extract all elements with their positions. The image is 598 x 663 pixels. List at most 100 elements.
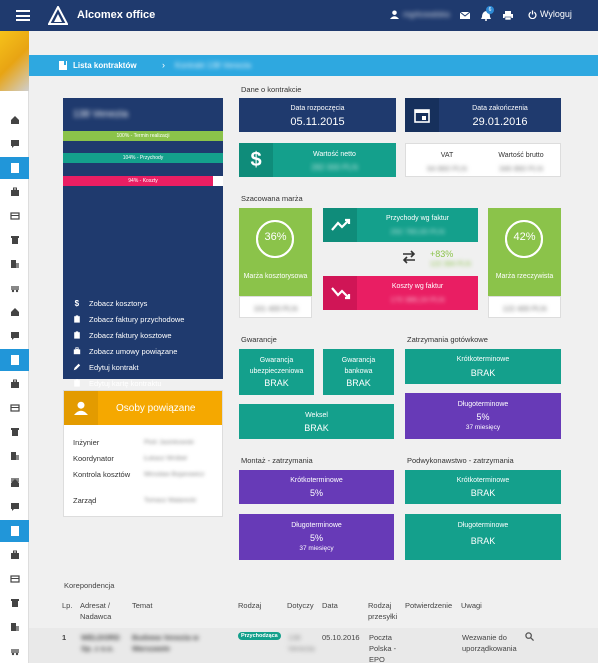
person-name[interactable]: Łukasz Wróbel: [144, 455, 187, 462]
breadcrumb-separator-icon: ›: [162, 60, 165, 70]
table-header-cell[interactable]: Adresat / Nadawca: [80, 601, 112, 621]
subcontract-short-title: Krótkoterminowe: [456, 477, 510, 484]
progress-bar: 104% - Przychody: [63, 153, 223, 163]
project-menu-item[interactable]: Zobacz faktury przychodowe: [73, 313, 184, 325]
notification-badge: 6: [486, 6, 494, 14]
sidebar-item-truck[interactable]: [0, 277, 29, 299]
sidebar-item-archive[interactable]: [0, 229, 29, 251]
sidebar-item-card[interactable]: [0, 397, 29, 419]
home-icon: [10, 479, 19, 487]
menu-icon[interactable]: [16, 10, 30, 21]
end-date-value: 29.01.2016: [472, 116, 528, 128]
bill-card: Weksel BRAK: [239, 404, 394, 439]
person-name[interactable]: Piotr Jasinkowski: [144, 439, 194, 446]
building-icon: [10, 623, 19, 631]
search-icon[interactable]: [525, 632, 534, 641]
income-label: Przychody wg faktur: [385, 215, 450, 222]
sidebar-item-book[interactable]: [0, 349, 29, 371]
cost-margin-caption: Marża kosztorysowa: [243, 273, 308, 280]
cost-margin-value-box: 101 400 PLN: [239, 296, 312, 318]
print-icon[interactable]: [502, 10, 514, 21]
truck-icon: [10, 649, 19, 656]
sidebar-item-briefcase[interactable]: [0, 181, 29, 203]
sidebar-item-book[interactable]: [0, 157, 29, 179]
sidebar-item-book[interactable]: [0, 520, 29, 542]
archive-icon: [10, 599, 19, 607]
chat-icon: [10, 140, 19, 148]
project-menu-item[interactable]: Zobacz umowy powiązane: [73, 345, 177, 357]
cost-margin-value: 101 400 PLN: [253, 304, 298, 313]
project-menu-item[interactable]: Edytuj kartę kontraktu: [73, 377, 162, 389]
user-icon: [390, 10, 399, 19]
real-margin-percent: 42%: [513, 231, 536, 243]
sidebar-item-briefcase[interactable]: [0, 544, 29, 566]
person-name[interactable]: Tomasz Malarecki: [144, 497, 197, 504]
sidebar-item-chat[interactable]: [0, 325, 29, 347]
card-icon: [9, 404, 20, 412]
assembly-short-title: Krótkoterminowe: [290, 477, 343, 484]
project-menu-item[interactable]: Zobacz faktury kosztowe: [73, 329, 172, 341]
margin-diff-value: 122 394 PLN: [430, 261, 471, 268]
brand-name: Alcomex office: [77, 9, 156, 21]
sidebar-item-briefcase[interactable]: [0, 373, 29, 395]
sidebar-item-archive[interactable]: [0, 592, 29, 614]
project-menu-item[interactable]: $ Zobacz kosztorys: [73, 297, 148, 309]
table-header-cell[interactable]: Uwagi: [461, 601, 482, 610]
clipboard-icon: [74, 379, 80, 387]
subcontract-title: Podwykonawstwo - zatrzymania: [407, 456, 514, 465]
project-menu-label: Zobacz faktury przychodowe: [89, 314, 185, 324]
sidebar-item-card[interactable]: [0, 205, 29, 227]
assembly-long-months: 37 miesięcy: [299, 545, 334, 552]
person-role: Zarząd: [73, 496, 97, 505]
sidebar-item-home[interactable]: [0, 109, 29, 131]
clipboard-icon: [74, 315, 80, 323]
sidebar-item-truck[interactable]: [0, 640, 29, 662]
related-people-title: Osoby powiązane: [116, 403, 196, 414]
progress-fill: [63, 131, 223, 141]
cash-short-card: Krótkoterminowe BRAK: [405, 349, 561, 384]
table-header-cell[interactable]: Data: [322, 601, 338, 610]
table-header-cell[interactable]: Rodzaj: [238, 601, 262, 610]
table-header-cell[interactable]: Dotyczy: [287, 601, 314, 610]
logout-button[interactable]: Wyloguj: [528, 9, 572, 19]
archive-icon: [10, 428, 19, 436]
sidebar-item-chat[interactable]: [0, 496, 29, 518]
subcontract-long-title: Długoterminowe: [457, 522, 509, 529]
sidebar-item-building[interactable]: [0, 253, 29, 275]
breadcrumb-root[interactable]: Lista kontraktów: [73, 61, 137, 70]
sidebar-item-home[interactable]: [0, 301, 29, 323]
sidebar-item-building[interactable]: [0, 445, 29, 467]
insurance-guarantee-title: Gwarancja ubezpieczeniowa: [249, 357, 304, 375]
sidebar-item-card[interactable]: [0, 568, 29, 590]
project-menu-label: Zobacz faktury kosztowe: [89, 330, 172, 340]
subcontract-long-card: Długoterminowe BRAK: [405, 514, 561, 560]
sidebar-item-building[interactable]: [0, 616, 29, 638]
sidebar-item-home[interactable]: [0, 472, 29, 494]
end-date-label: Data zakończenia: [472, 105, 528, 112]
project-menu-label: Edytuj kartę kontraktu: [89, 378, 162, 388]
table-header-cell[interactable]: Temat: [132, 601, 153, 610]
subcontract-short-card: Krótkoterminowe BRAK: [405, 470, 561, 504]
dollar-icon: $: [75, 299, 80, 307]
table-header-cell[interactable]: Potwierdzenie: [405, 601, 453, 610]
assembly-title: Montaż - zatrzymania: [241, 456, 313, 465]
pencil-icon: [73, 363, 81, 371]
briefcase-icon: [10, 187, 19, 196]
person-name[interactable]: Mirosław Bojanowicz: [144, 471, 205, 478]
table-row[interactable]: 1 WELDORD Sp. z o.o. Budowa Venezia w Wa…: [29, 628, 598, 663]
assembly-long-card: Długoterminowe 5% 37 miesięcy: [239, 514, 394, 560]
user-menu[interactable]: mgrkowalska: [390, 10, 450, 19]
sidebar-item-archive[interactable]: [0, 421, 29, 443]
start-date-label: Data rozpoczęcia: [290, 105, 345, 112]
assembly-long-title: Długoterminowe: [291, 522, 342, 529]
sidebar-item-chat[interactable]: [0, 133, 29, 155]
table-header-cell[interactable]: Lp.: [62, 601, 73, 610]
cash-short-value: BRAK: [470, 368, 496, 378]
mail-icon[interactable]: [459, 10, 471, 21]
real-margin-gauge: [505, 220, 543, 258]
project-menu-item[interactable]: Edytuj kontrakt: [73, 361, 139, 373]
table-header-cell[interactable]: Rodzaj przesyłki: [368, 601, 398, 621]
bank-guarantee-title: Gwarancja bankowa: [341, 357, 376, 375]
gross-value-label: Wartość brutto: [498, 152, 544, 159]
chat-icon: [10, 503, 19, 511]
